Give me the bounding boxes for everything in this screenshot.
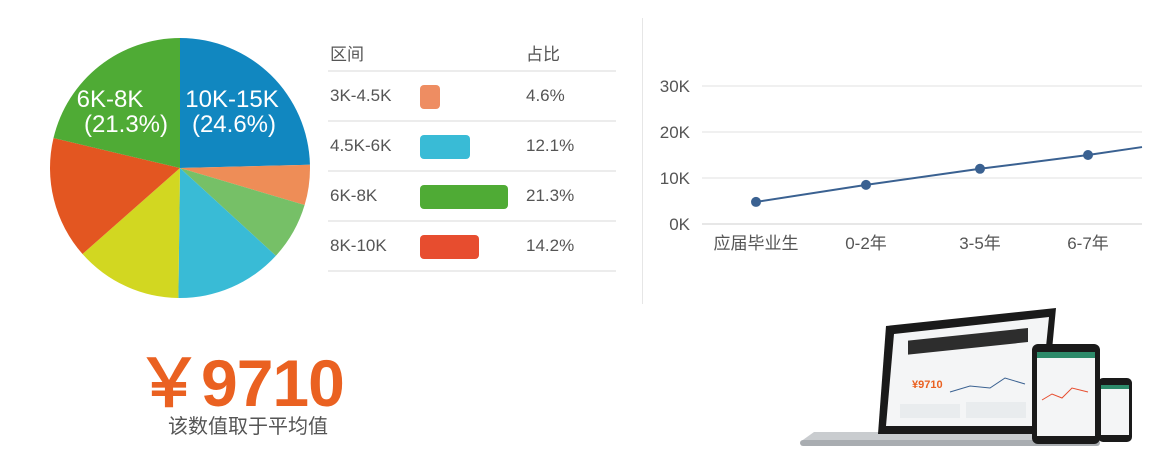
x-tick-label: 0-2年	[845, 234, 887, 253]
table-header: 区间 占比	[328, 30, 616, 72]
y-tick-label: 10K	[660, 169, 691, 188]
section-divider	[642, 18, 643, 304]
devices-illustration: ¥9710	[800, 308, 1132, 446]
average-salary-value: ￥9710	[136, 346, 345, 420]
salary-pie-chart: 10K-15K (24.6%) 6K-8K (21.3%)	[50, 38, 310, 299]
row-bar	[420, 185, 508, 209]
average-salary-caption: 该数值取于平均值	[168, 416, 328, 438]
table-row: 4.5K-6K 12.1%	[328, 122, 616, 172]
data-point	[861, 179, 871, 190]
row-percent: 21.3%	[526, 186, 575, 205]
pie-slice	[82, 168, 180, 298]
row-percent: 4.6%	[526, 86, 565, 105]
header-ratio: 占比	[526, 45, 560, 64]
row-bar	[420, 85, 440, 109]
salary-experience-line-chart: 0K 10K 20K 30K 应届毕业生 0-2年 3-5年 6-7年	[660, 77, 1143, 253]
row-range: 4.5K-6K	[330, 136, 392, 155]
pie-slice	[178, 168, 276, 299]
y-tick-label: 30K	[660, 77, 691, 96]
x-tick-label: 3-5年	[959, 234, 1001, 253]
pie-label-right-percent: (24.6%)	[192, 111, 276, 138]
y-tick-label: 20K	[660, 123, 691, 142]
y-tick-label: 0K	[669, 215, 690, 234]
pie-slice	[180, 168, 305, 256]
table-row: 3K-4.5K 4.6%	[328, 72, 616, 122]
table-row: 8K-10K 14.2%	[328, 222, 616, 272]
row-bar	[420, 135, 470, 159]
table-row: 6K-8K 21.3%	[328, 172, 616, 222]
pie-label-right-range: 10K-15K	[185, 86, 278, 113]
row-percent: 14.2%	[526, 236, 575, 255]
row-range: 3K-4.5K	[330, 86, 392, 105]
pie-label-left-range: 6K-8K	[77, 86, 144, 113]
row-range: 8K-10K	[330, 236, 387, 255]
pie-slice	[53, 38, 180, 168]
row-range: 6K-8K	[330, 186, 378, 205]
pie-slice	[180, 38, 310, 168]
data-point	[1083, 150, 1093, 160]
pie-slice	[50, 138, 181, 254]
header-range: 区间	[330, 45, 364, 64]
salary-range-table: 区间 占比 3K-4.5K 4.6% 4.5K-6K 12.1% 6K-8K 2…	[328, 30, 616, 272]
row-bar	[420, 235, 479, 259]
data-point	[975, 163, 985, 174]
pie-label-left-percent: (21.3%)	[84, 111, 168, 138]
svg-text:¥9710: ¥9710	[912, 379, 943, 391]
pie-slice	[180, 164, 310, 206]
row-percent: 12.1%	[526, 136, 575, 155]
x-tick-label: 6-7年	[1067, 234, 1109, 253]
x-tick-label: 应届毕业生	[714, 234, 799, 253]
data-point	[751, 196, 761, 207]
